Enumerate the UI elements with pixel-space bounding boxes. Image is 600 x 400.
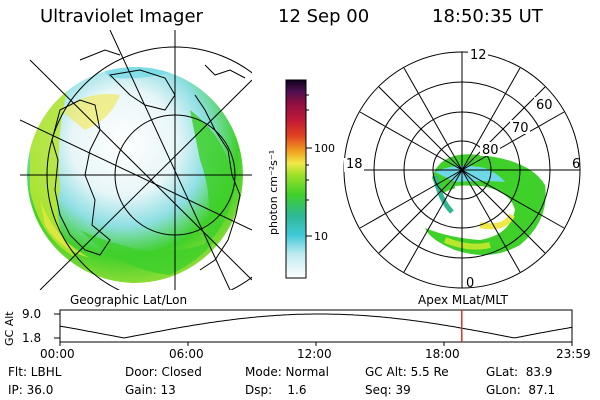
colorbar (285, 79, 307, 279)
info-seq: Seq: 39 (365, 383, 411, 397)
colorbar-label: photon cm⁻²s⁻¹ (267, 150, 280, 235)
info-gain: Gain: 13 (125, 383, 176, 397)
altitude-plot (59, 309, 573, 346)
altitude-ymax: 9.0 (22, 307, 41, 321)
mlat-label-60: 60 (536, 98, 553, 113)
time-tick-0000: 00:00 (40, 347, 75, 361)
mlt-label-18: 18 (346, 157, 363, 172)
colorbar-tick-10: 10 (314, 230, 328, 243)
app-title: Ultraviolet Imager (40, 6, 203, 27)
observation-date: 12 Sep 00 (278, 6, 370, 27)
info-ip: IP: 36.0 (8, 383, 53, 397)
info-gc-alt: GC Alt: 5.5 Re (365, 365, 449, 379)
geographic-image (20, 30, 252, 290)
mlt-label-6: 6 (572, 157, 580, 172)
geographic-panel-label: Geographic Lat/Lon (70, 293, 187, 307)
mlat-label-80: 80 (482, 143, 499, 158)
mlt-label-0: 0 (466, 276, 474, 291)
time-tick-1200: 12:00 (297, 347, 332, 361)
info-dsp: Dsp: 1.6 (245, 383, 307, 397)
apex-panel-label: Apex MLat/MLT (418, 293, 508, 307)
time-tick-1800: 18:00 (425, 347, 460, 361)
mlat-label-70: 70 (512, 121, 529, 136)
polar-plot (343, 51, 581, 289)
info-door: Door: Closed (125, 365, 202, 379)
altitude-curve (59, 313, 573, 339)
info-glon: GLon: 87.1 (486, 383, 555, 397)
time-tick-2359: 23:59 (556, 347, 591, 361)
info-filter: Flt: LBHL (8, 365, 62, 379)
info-mode: Mode: Normal (245, 365, 329, 379)
observation-time: 18:50:35 UT (432, 6, 543, 27)
mlt-label-12: 12 (470, 48, 487, 63)
altitude-axis-label: GC Alt (3, 311, 16, 346)
time-tick-0600: 06:00 (169, 347, 204, 361)
colorbar-tick-100: 100 (314, 142, 335, 155)
info-glat: GLat: 83.9 (486, 365, 552, 379)
altitude-ymin: 1.8 (22, 331, 41, 345)
